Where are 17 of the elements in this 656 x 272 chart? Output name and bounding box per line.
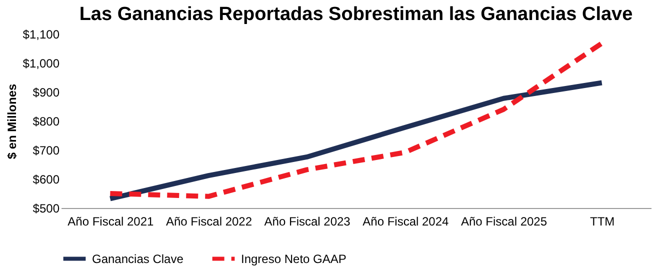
legend-label: Ganancias Clave	[92, 252, 184, 266]
y-tick-label: $1,100	[22, 28, 60, 42]
y-tick-label: $900	[32, 86, 60, 100]
y-tick-label: $600	[32, 172, 60, 186]
x-tick-label: Año Fiscal 2021	[68, 214, 154, 228]
chart-title: Las Ganancias Reportadas Sobrestiman las Ganancias Clave	[79, 4, 633, 25]
y-tick-label: $500	[32, 202, 60, 216]
legend-label: Ingreso Neto GAAP	[241, 252, 346, 266]
x-tick-label: Año Fiscal 2022	[166, 214, 252, 228]
x-tick-label: Año Fiscal 2024	[362, 214, 450, 228]
x-tick-label: Año Fiscal 2023	[264, 214, 351, 228]
y-tick-label: $1,000	[22, 56, 60, 70]
y-axis-title: $ en Millones	[4, 84, 19, 160]
y-tick-label: $700	[32, 144, 60, 158]
y-tick-label: $800	[32, 114, 60, 128]
x-tick-label: Año Fiscal 2025	[460, 214, 548, 228]
x-tick-label: TTM	[590, 214, 615, 228]
